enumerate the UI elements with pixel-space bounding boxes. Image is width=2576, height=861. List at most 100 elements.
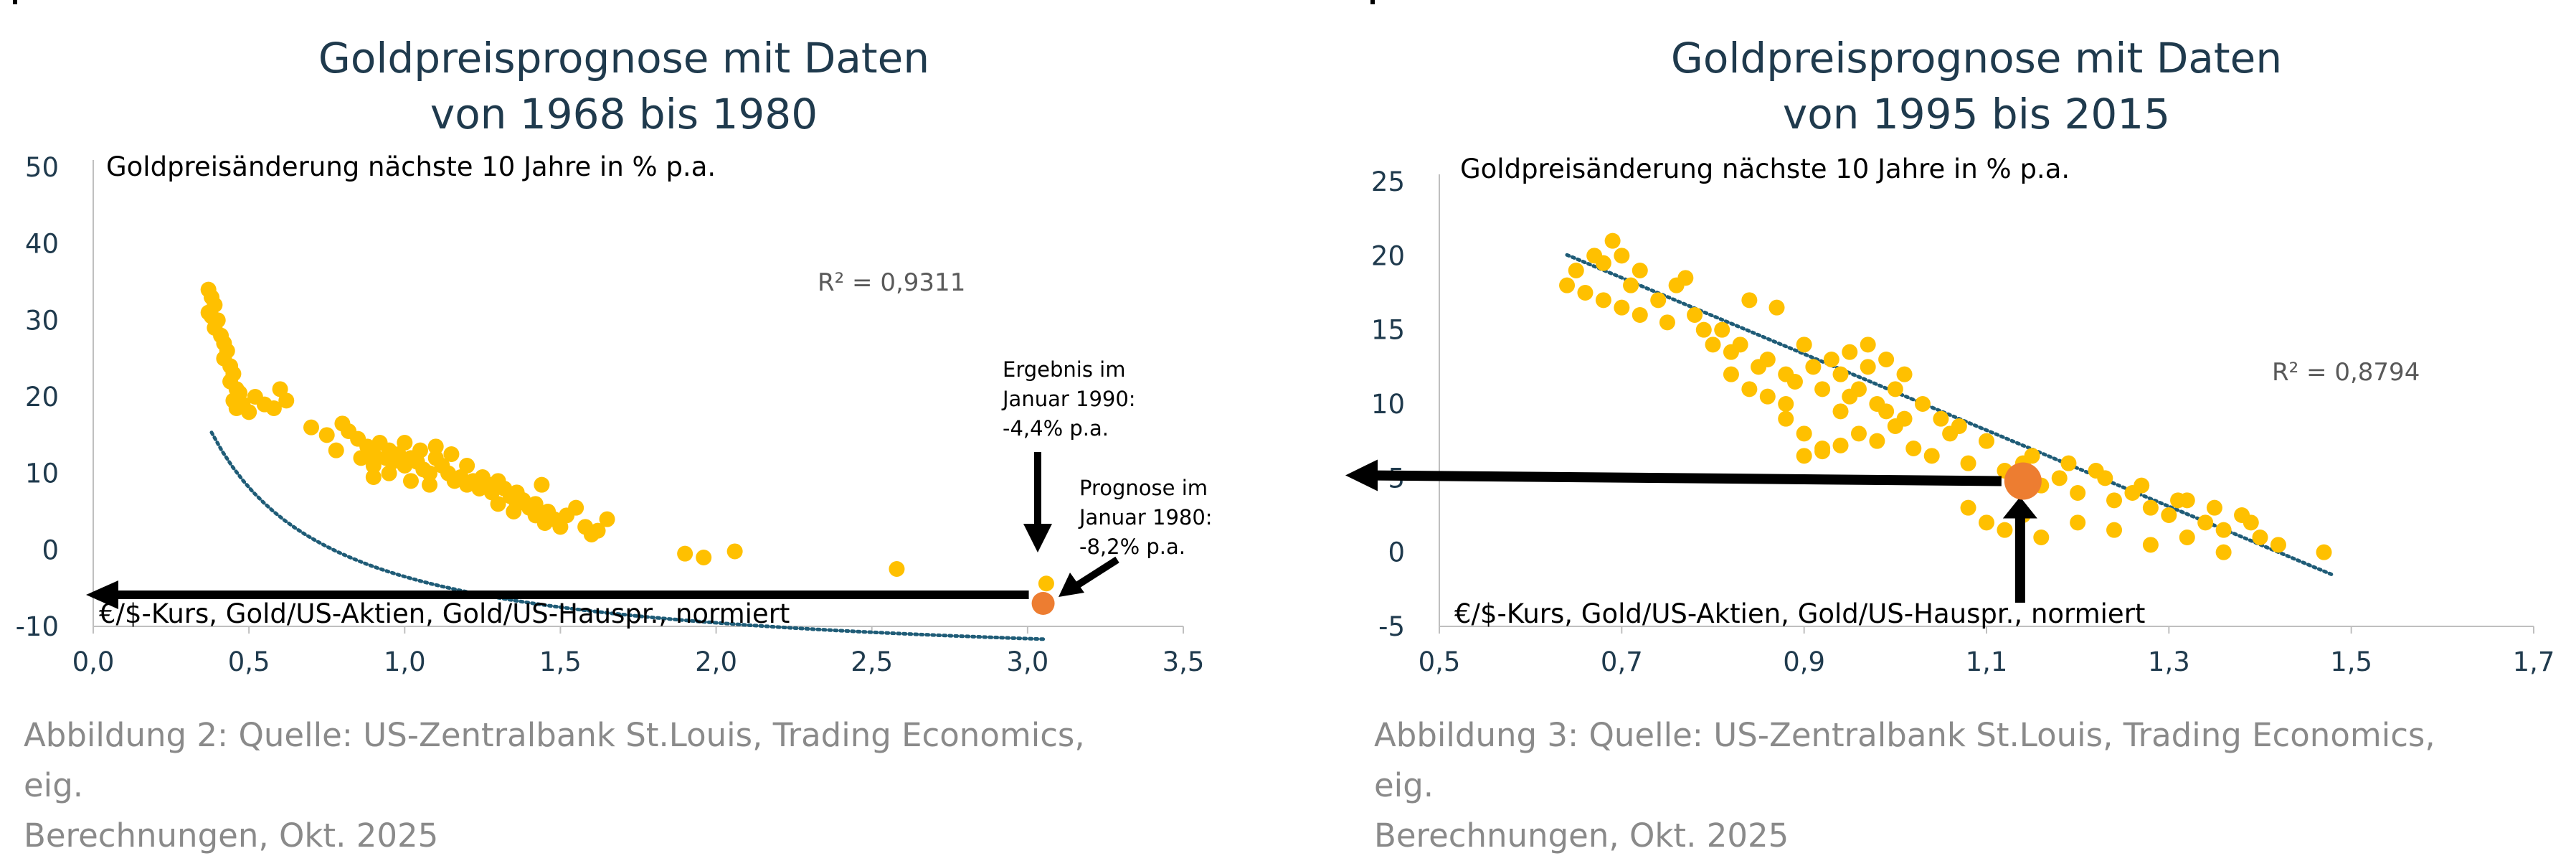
y-tick-label: 0 bbox=[1388, 537, 1405, 568]
data-point bbox=[1814, 381, 1831, 397]
data-point bbox=[889, 561, 905, 577]
data-point bbox=[1832, 403, 1849, 420]
horizontal-arrow-head bbox=[1345, 459, 1378, 491]
left-chart-panel: Goldpreisprognose mit Daten von 1968 bis… bbox=[0, 0, 1288, 855]
data-point bbox=[1878, 403, 1895, 420]
y-tick-label: 20 bbox=[25, 382, 59, 413]
right-scatter-plot: -505101520250,50,70,91,11,31,51,7 Goldpr… bbox=[1345, 154, 2555, 677]
data-point bbox=[2106, 492, 2123, 509]
data-point bbox=[1887, 418, 1903, 434]
left-y-axis-label: Goldpreisänderung nächste 10 Jahre in % … bbox=[106, 151, 716, 182]
data-point bbox=[2060, 455, 2077, 471]
left-r2-label: R² = 0,9311 bbox=[818, 268, 965, 297]
data-point bbox=[1960, 455, 1976, 471]
data-point bbox=[1768, 299, 1785, 316]
left-annotation-result: Ergebnis im Januar 1990: -4,4% p.a. bbox=[1001, 357, 1136, 441]
data-point bbox=[1878, 352, 1895, 367]
data-point bbox=[599, 511, 615, 527]
data-point bbox=[1796, 448, 1812, 464]
data-point bbox=[1595, 255, 1611, 271]
data-point bbox=[303, 419, 319, 436]
y-tick-label: -5 bbox=[1378, 611, 1405, 642]
data-point bbox=[1677, 270, 1694, 286]
right-y-axis-label: Goldpreisänderung nächste 10 Jahre in % … bbox=[1460, 154, 2070, 184]
data-point bbox=[1905, 441, 1922, 456]
data-point bbox=[241, 404, 257, 420]
data-point bbox=[1778, 410, 1794, 427]
data-point bbox=[568, 499, 584, 516]
x-tick-label: 0,5 bbox=[228, 646, 270, 677]
trendline bbox=[209, 430, 1046, 641]
data-point bbox=[1778, 396, 1794, 412]
right-caption-line1: Abbildung 3: Quelle: US-Zentralbank St.L… bbox=[1374, 716, 2435, 804]
y-tick-label: 15 bbox=[1371, 315, 1405, 346]
x-tick-label: 3,5 bbox=[1162, 646, 1205, 677]
data-point bbox=[483, 484, 500, 501]
data-point bbox=[1659, 314, 1675, 331]
data-point bbox=[1860, 337, 1876, 353]
data-point bbox=[2215, 522, 2232, 538]
data-point bbox=[2051, 470, 2068, 486]
data-point bbox=[1595, 292, 1611, 309]
x-tick-label: 1,0 bbox=[384, 646, 426, 677]
data-point bbox=[1805, 359, 1822, 375]
data-point bbox=[677, 545, 693, 562]
data-point bbox=[2142, 499, 2159, 516]
data-point bbox=[1705, 337, 1721, 353]
data-point bbox=[228, 400, 245, 416]
x-tick-label: 0,0 bbox=[72, 646, 115, 677]
data-point bbox=[1979, 433, 1994, 449]
data-point bbox=[459, 458, 475, 474]
corner-dot bbox=[13, 0, 17, 4]
data-point bbox=[1951, 418, 1967, 434]
vertical-arrow-head bbox=[2002, 497, 2037, 519]
data-point bbox=[2142, 537, 2159, 553]
left-annotation-result-line2: Januar 1990: bbox=[1001, 387, 1136, 411]
data-point bbox=[1687, 307, 1703, 323]
data-point bbox=[1832, 366, 1849, 382]
data-point bbox=[365, 469, 382, 485]
data-point bbox=[527, 496, 544, 512]
data-point bbox=[427, 438, 444, 455]
data-point bbox=[2252, 530, 2268, 545]
data-point bbox=[1823, 352, 1839, 367]
data-point bbox=[381, 465, 397, 481]
data-point bbox=[1741, 292, 1758, 309]
data-point bbox=[2097, 470, 2113, 486]
x-tick-label: 0,7 bbox=[1601, 646, 1643, 677]
data-point bbox=[527, 507, 544, 524]
x-tick-label: 1,7 bbox=[2513, 646, 2555, 677]
data-point bbox=[1604, 232, 1621, 249]
data-point bbox=[1038, 575, 1054, 592]
x-tick-label: 3,0 bbox=[1006, 646, 1048, 677]
data-point bbox=[318, 427, 335, 443]
data-point bbox=[1814, 443, 1831, 460]
data-point bbox=[1632, 263, 1648, 278]
data-point bbox=[1759, 352, 1776, 367]
x-tick-label: 0,9 bbox=[1783, 646, 1825, 677]
left-chart-title: Goldpreisprognose mit Daten von 1968 bis… bbox=[0, 30, 1248, 142]
data-point bbox=[397, 435, 413, 451]
data-point bbox=[402, 473, 419, 489]
left-caption-line2: Berechnungen, Okt. 2025 bbox=[24, 817, 439, 855]
data-point bbox=[1997, 522, 2013, 538]
data-point bbox=[1614, 299, 1630, 316]
x-tick-label: 1,1 bbox=[1966, 646, 2008, 677]
left-annotation-forecast-line2: Januar 1980: bbox=[1078, 505, 1213, 530]
left-annotation-forecast-line1: Prognose im bbox=[1079, 476, 1208, 500]
data-point bbox=[2197, 514, 2214, 531]
data-point bbox=[1732, 337, 1748, 353]
right-chart-title-line2: von 1995 bis 2015 bbox=[1782, 90, 2171, 138]
horizontal-arrow bbox=[1366, 470, 2002, 486]
data-point bbox=[2134, 477, 2150, 494]
data-point bbox=[1896, 366, 1913, 382]
data-point bbox=[2033, 530, 2050, 545]
data-point bbox=[1632, 307, 1648, 323]
x-tick-label: 1,5 bbox=[2330, 646, 2372, 677]
data-point bbox=[1860, 359, 1876, 375]
y-tick-label: 25 bbox=[1371, 166, 1405, 197]
data-point bbox=[2215, 544, 2232, 560]
data-point bbox=[1850, 425, 1867, 442]
data-point bbox=[1577, 285, 1594, 301]
data-point bbox=[1723, 366, 1739, 382]
